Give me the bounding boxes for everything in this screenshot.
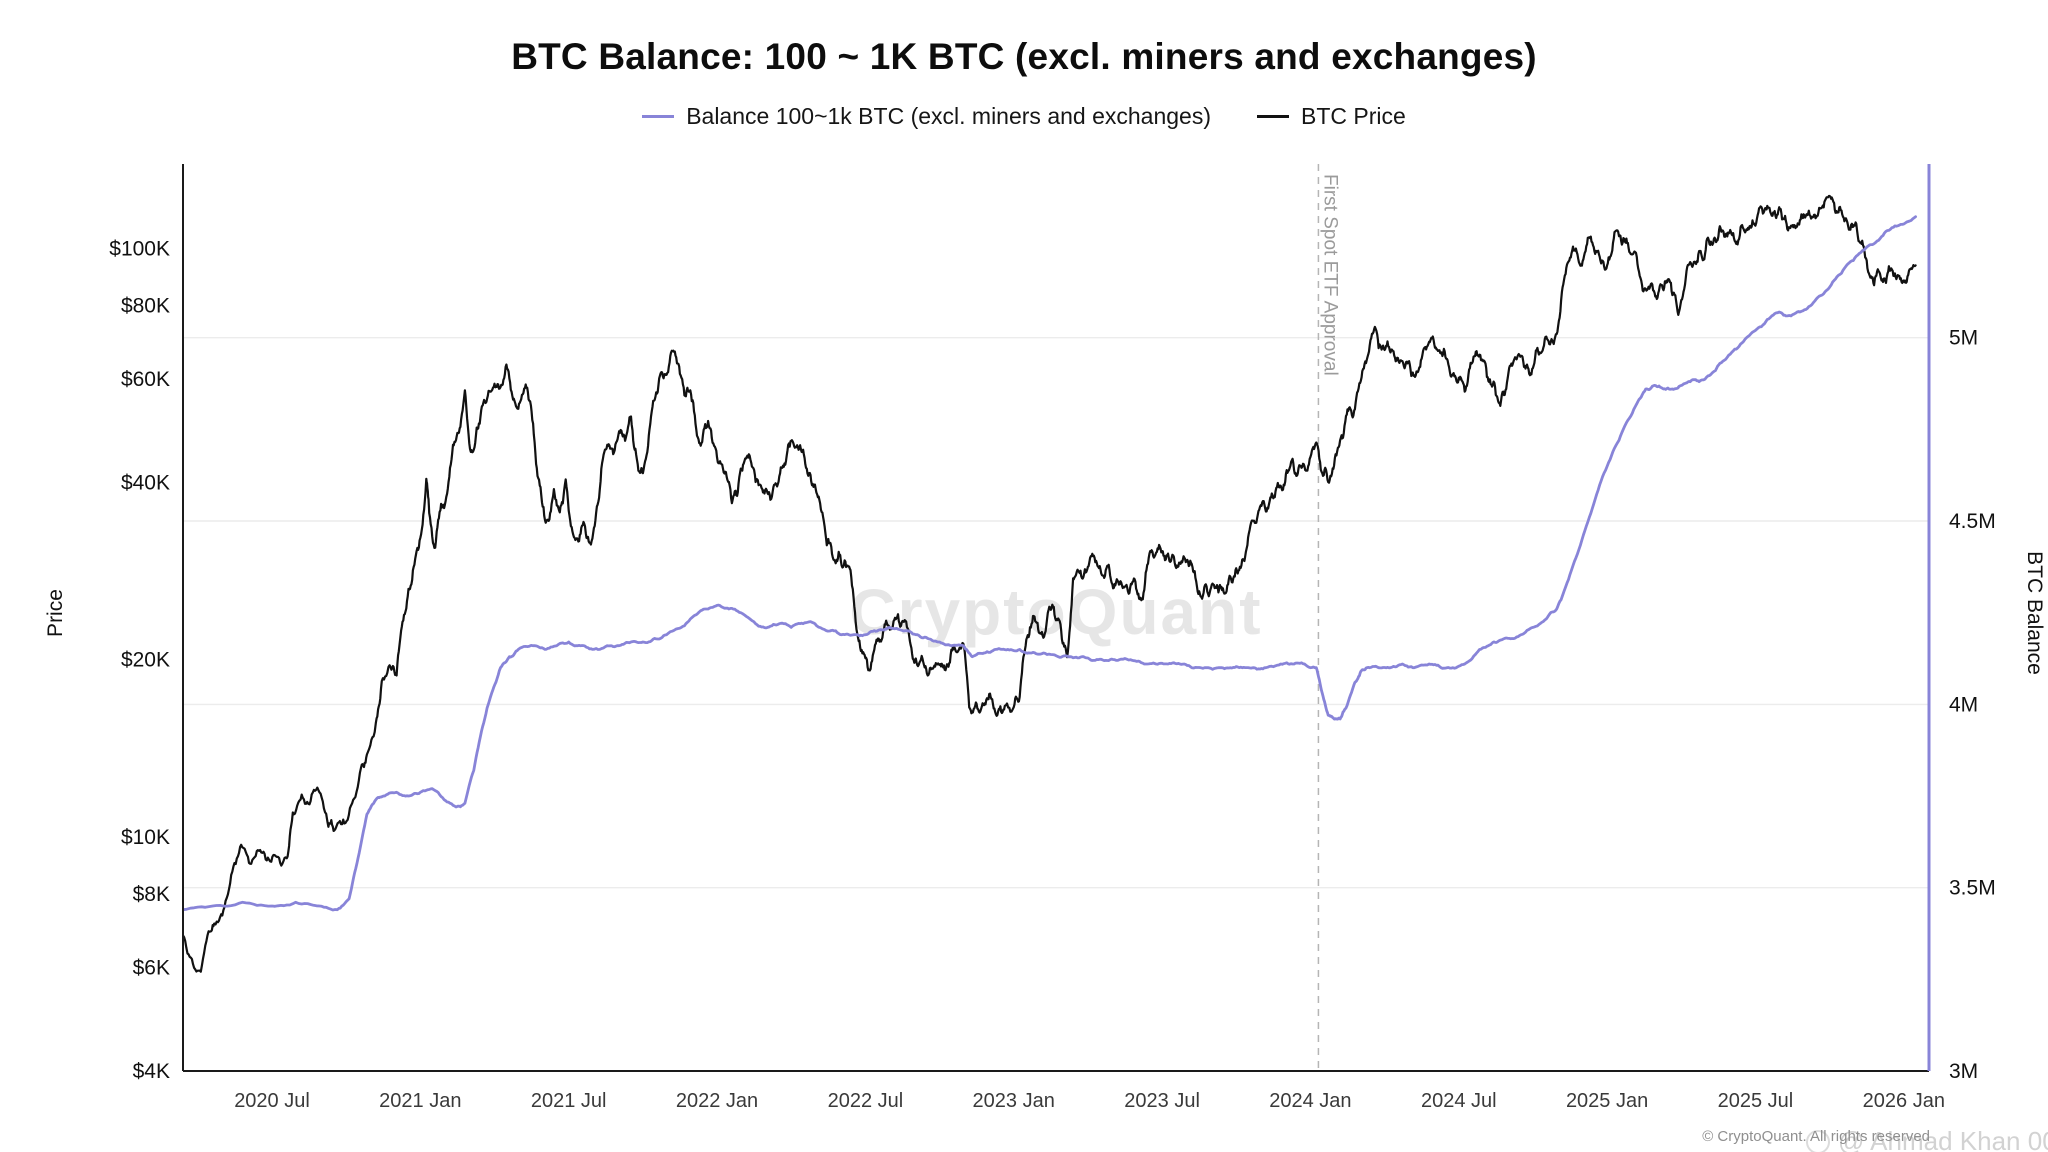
price-axis-tick-label: $4K: [133, 1060, 170, 1083]
x-axis-tick-label: 2021 Jan: [379, 1090, 461, 1112]
chart-title: BTC Balance: 100 ~ 1K BTC (excl. miners …: [511, 36, 1537, 77]
balance-axis-tick-label: 3.5M: [1949, 877, 1996, 900]
series-layer: [183, 194, 1917, 973]
x-axis-tick-label: 2023 Jan: [973, 1090, 1055, 1112]
right-axis-title: BTC Balance: [2023, 551, 2046, 675]
price-axis-tick-label: $10K: [121, 826, 170, 849]
legend-label-price: BTC Price: [1301, 103, 1406, 129]
etf-annotation: First Spot ETF Approval: [1317, 164, 1340, 1071]
price-line-swatch: [1257, 115, 1289, 118]
left-axis-title: Price: [44, 589, 67, 637]
x-axis-tick-label: 2025 Jul: [1718, 1090, 1794, 1112]
balance-axis-tick-label: 4M: [1949, 693, 1978, 716]
x-axis-tick-label: 2021 Jul: [531, 1090, 607, 1112]
x-axis-tick-label: 2026 Jan: [1863, 1090, 1945, 1112]
price-axis-tick-label: $60K: [121, 368, 170, 391]
copyright-text: © CryptoQuant. All rights reserved: [1702, 1128, 1930, 1145]
legend-item-balance[interactable]: Balance 100~1k BTC (excl. miners and exc…: [642, 103, 1211, 130]
balance-axis-tick-label: 3M: [1949, 1060, 1978, 1083]
btc-price-line: [183, 194, 1917, 973]
author-handle-text: @ Ahmad Khan 0001: [1838, 1126, 2048, 1152]
legend-item-price[interactable]: BTC Price: [1257, 103, 1406, 130]
legend-label-balance: Balance 100~1k BTC (excl. miners and exc…: [686, 103, 1211, 129]
balance-axis-tick-label: 5M: [1949, 327, 1978, 350]
cryptoquant-watermark: CryptoQuant: [849, 576, 1262, 648]
chart-legend: Balance 100~1k BTC (excl. miners and exc…: [0, 103, 2048, 130]
x-axis-tick-label: 2023 Jul: [1124, 1090, 1200, 1112]
author-watermark: @ Ahmad Khan 0001: [1806, 1126, 2048, 1152]
balance-axis-tick-label: 4.5M: [1949, 510, 1996, 533]
axis-layer: [182, 164, 1931, 1072]
price-axis-tick-label: $100K: [109, 238, 170, 261]
x-axis-tick-label: 2024 Jan: [1269, 1090, 1351, 1112]
x-axis-tick-label: 2022 Jan: [676, 1090, 758, 1112]
x-axis-tick-label: 2024 Jul: [1421, 1090, 1497, 1112]
price-axis-tick-label: $8K: [133, 883, 170, 906]
price-axis-tick-label: $6K: [133, 956, 170, 979]
price-axis-tick-label: $20K: [121, 649, 170, 672]
x-axis-tick-label: 2025 Jan: [1566, 1090, 1648, 1112]
x-axis-tick-label: 2022 Jul: [828, 1090, 904, 1112]
axis-labels-layer: $4K $6K $8K $10K $20K $40K $60K $80K $100K 3M 3.5M…: [44, 238, 2046, 1113]
balance-line-swatch: [642, 115, 675, 118]
price-axis-tick-label: $80K: [121, 295, 170, 318]
x-axis-tick-label: 2020 Jul: [234, 1090, 310, 1112]
btc-balance-line: [183, 215, 1917, 912]
grid-layer: [183, 337, 1929, 889]
price-axis-tick-label: $40K: [121, 472, 170, 495]
etf-approval-label: First Spot ETF Approval: [1319, 174, 1340, 376]
